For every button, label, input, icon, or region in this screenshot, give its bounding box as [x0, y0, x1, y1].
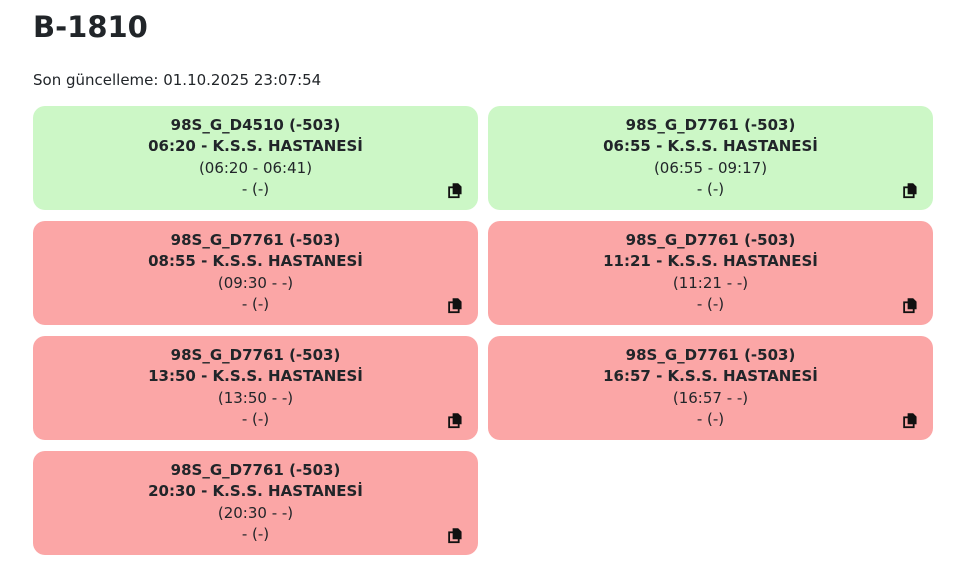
trip-time-window: (06:55 - 09:17) — [653, 158, 768, 177]
trip-extra: - (-) — [241, 180, 270, 199]
copy-icon — [902, 182, 919, 199]
trip-card: 98S_G_D7761 (-503) 11:21 - K.S.S. HASTAN… — [488, 220, 933, 325]
trip-extra: - (-) — [241, 525, 270, 544]
trip-code: 98S_G_D4510 (-503) — [170, 115, 341, 134]
trip-extra: - (-) — [696, 295, 725, 314]
page-title: B-1810 — [33, 10, 148, 44]
copy-button[interactable] — [444, 180, 466, 202]
trip-time-window: (16:57 - -) — [672, 388, 749, 407]
trip-extra: - (-) — [241, 410, 270, 429]
copy-icon — [447, 527, 464, 544]
page-root: B-1810 Son güncelleme: 01.10.2025 23:07:… — [33, 10, 934, 555]
trip-extra: - (-) — [696, 410, 725, 429]
trip-destination: 06:55 - K.S.S. HASTANESİ — [603, 137, 818, 156]
trip-code: 98S_G_D7761 (-503) — [170, 460, 341, 479]
trip-code: 98S_G_D7761 (-503) — [170, 230, 341, 249]
copy-icon — [902, 297, 919, 314]
copy-button[interactable] — [899, 180, 921, 202]
trip-destination: 06:20 - K.S.S. HASTANESİ — [148, 137, 363, 156]
last-update-text: Son güncelleme: 01.10.2025 23:07:54 — [33, 70, 322, 89]
trip-time-window: (13:50 - -) — [217, 388, 294, 407]
trip-code: 98S_G_D7761 (-503) — [170, 345, 341, 364]
trip-time-window: (20:30 - -) — [217, 503, 294, 522]
trip-card: 98S_G_D7761 (-503) 08:55 - K.S.S. HASTAN… — [33, 220, 478, 325]
copy-button[interactable] — [444, 295, 466, 317]
trip-card: 98S_G_D7761 (-503) 13:50 - K.S.S. HASTAN… — [33, 335, 478, 440]
trip-destination: 11:21 - K.S.S. HASTANESİ — [603, 252, 818, 271]
copy-icon — [447, 412, 464, 429]
trip-card: 98S_G_D4510 (-503) 06:20 - K.S.S. HASTAN… — [33, 105, 478, 210]
copy-icon — [447, 297, 464, 314]
trip-time-window: (06:20 - 06:41) — [198, 158, 313, 177]
copy-button[interactable] — [899, 410, 921, 432]
trip-time-window: (11:21 - -) — [672, 273, 749, 292]
trip-extra: - (-) — [241, 295, 270, 314]
copy-icon — [902, 412, 919, 429]
copy-button[interactable] — [899, 295, 921, 317]
trip-card: 98S_G_D7761 (-503) 20:30 - K.S.S. HASTAN… — [33, 450, 478, 555]
trip-card: 98S_G_D7761 (-503) 16:57 - K.S.S. HASTAN… — [488, 335, 933, 440]
trip-code: 98S_G_D7761 (-503) — [625, 230, 796, 249]
trip-destination: 13:50 - K.S.S. HASTANESİ — [148, 367, 363, 386]
trip-code: 98S_G_D7761 (-503) — [625, 345, 796, 364]
trip-destination: 16:57 - K.S.S. HASTANESİ — [603, 367, 818, 386]
copy-button[interactable] — [444, 410, 466, 432]
trip-extra: - (-) — [696, 180, 725, 199]
trip-destination: 20:30 - K.S.S. HASTANESİ — [148, 482, 363, 501]
trip-code: 98S_G_D7761 (-503) — [625, 115, 796, 134]
trip-time-window: (09:30 - -) — [217, 273, 294, 292]
card-grid: 98S_G_D4510 (-503) 06:20 - K.S.S. HASTAN… — [33, 105, 934, 555]
trip-card: 98S_G_D7761 (-503) 06:55 - K.S.S. HASTAN… — [488, 105, 933, 210]
copy-button[interactable] — [444, 525, 466, 547]
trip-destination: 08:55 - K.S.S. HASTANESİ — [148, 252, 363, 271]
copy-icon — [447, 182, 464, 199]
